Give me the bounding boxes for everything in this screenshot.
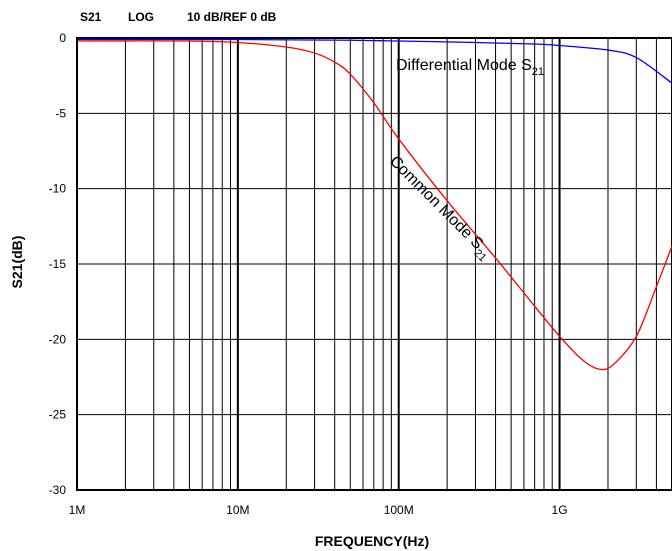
header-param: S21 bbox=[80, 10, 102, 24]
header-format: LOG bbox=[128, 10, 154, 24]
chart-header: S21 LOG 10 dB/REF 0 dB bbox=[80, 10, 277, 24]
y-tick-labels: 0 -5 -10 -15 -20 -25 -30 bbox=[49, 31, 67, 497]
plot-frame bbox=[76, 37, 672, 491]
y-tick-label: -10 bbox=[49, 182, 67, 196]
y-tick-label: 0 bbox=[59, 31, 66, 45]
y-axis-label: S21(dB) bbox=[9, 236, 25, 289]
differential-mode-label-text: Differential Mode S bbox=[396, 57, 532, 74]
y-tick-label: -5 bbox=[55, 106, 66, 120]
x-axis-label: FREQUENCY(Hz) bbox=[315, 533, 429, 549]
x-tick-label: 10M bbox=[226, 503, 249, 517]
grid bbox=[76, 37, 672, 491]
x-tick-labels: 1M 10M 100M 1G bbox=[69, 503, 568, 517]
differential-mode-line bbox=[76, 38, 672, 84]
y-tick-label: -25 bbox=[49, 408, 67, 422]
series-group bbox=[76, 38, 672, 371]
differential-mode-label-sub: 21 bbox=[532, 66, 544, 78]
x-tick-label: 100M bbox=[384, 503, 414, 517]
y-tick-label: -15 bbox=[49, 257, 67, 271]
common-mode-line bbox=[76, 40, 672, 371]
header-scale: 10 dB/REF 0 dB bbox=[187, 10, 277, 24]
y-tick-label: -20 bbox=[49, 332, 67, 346]
common-mode-label-text: Common Mode S bbox=[386, 153, 486, 253]
differential-mode-label: Differential Mode S21 bbox=[396, 57, 544, 78]
common-mode-label: Common Mode S21 bbox=[383, 153, 495, 265]
x-tick-label: 1M bbox=[69, 503, 86, 517]
x-tick-label: 1G bbox=[552, 503, 568, 517]
y-tick-label: -30 bbox=[49, 483, 67, 497]
